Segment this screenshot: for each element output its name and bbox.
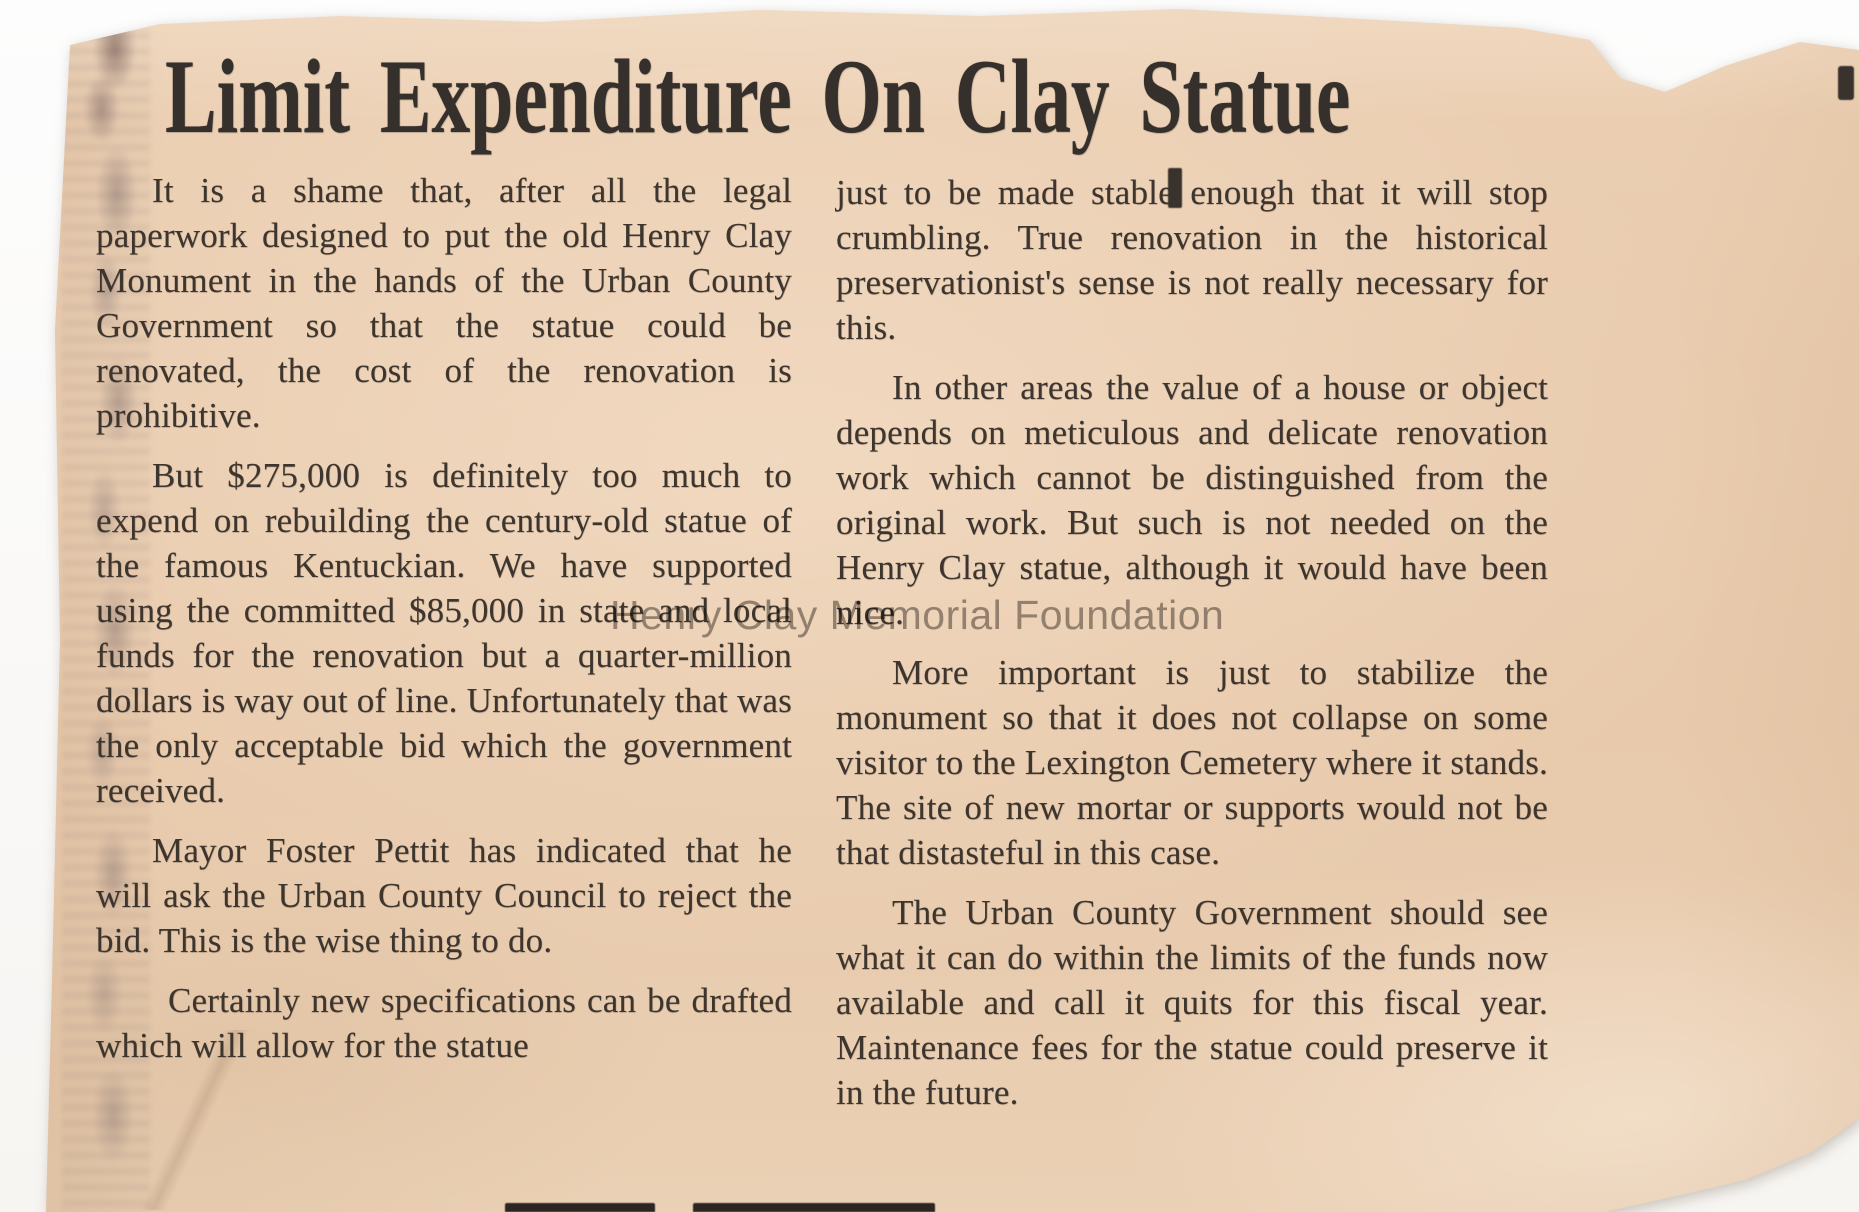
- paragraph: Mayor Foster Pettit has indicated that h…: [96, 831, 792, 960]
- paragraph: It is a shame that, after all the legal …: [96, 171, 792, 435]
- paragraph: The Urban County Government should see w…: [836, 893, 1548, 1112]
- left-column: It is a shame that, after all the legal …: [96, 168, 792, 1083]
- paragraph: Certainly new specifications can be draf…: [96, 981, 792, 1065]
- watermark: Henry Clay Memorial Foundation: [610, 592, 1225, 638]
- right-column: just to be made stable enough that it wi…: [836, 170, 1548, 1130]
- paragraph: In other areas the value of a house or o…: [836, 368, 1548, 632]
- next-clipping-edge: [693, 1203, 935, 1212]
- stray-ink-mark: [1838, 66, 1854, 100]
- headline: Limit Expenditure On Clay Statue: [165, 38, 1351, 156]
- paragraph: More important is just to stabilize the …: [836, 653, 1548, 872]
- paragraph: But $275,000 is definitely too much to e…: [96, 456, 792, 810]
- paragraph: just to be made stable enough that it wi…: [836, 173, 1548, 347]
- next-clipping-edge: [505, 1203, 655, 1212]
- stray-ink-mark: [1168, 168, 1182, 208]
